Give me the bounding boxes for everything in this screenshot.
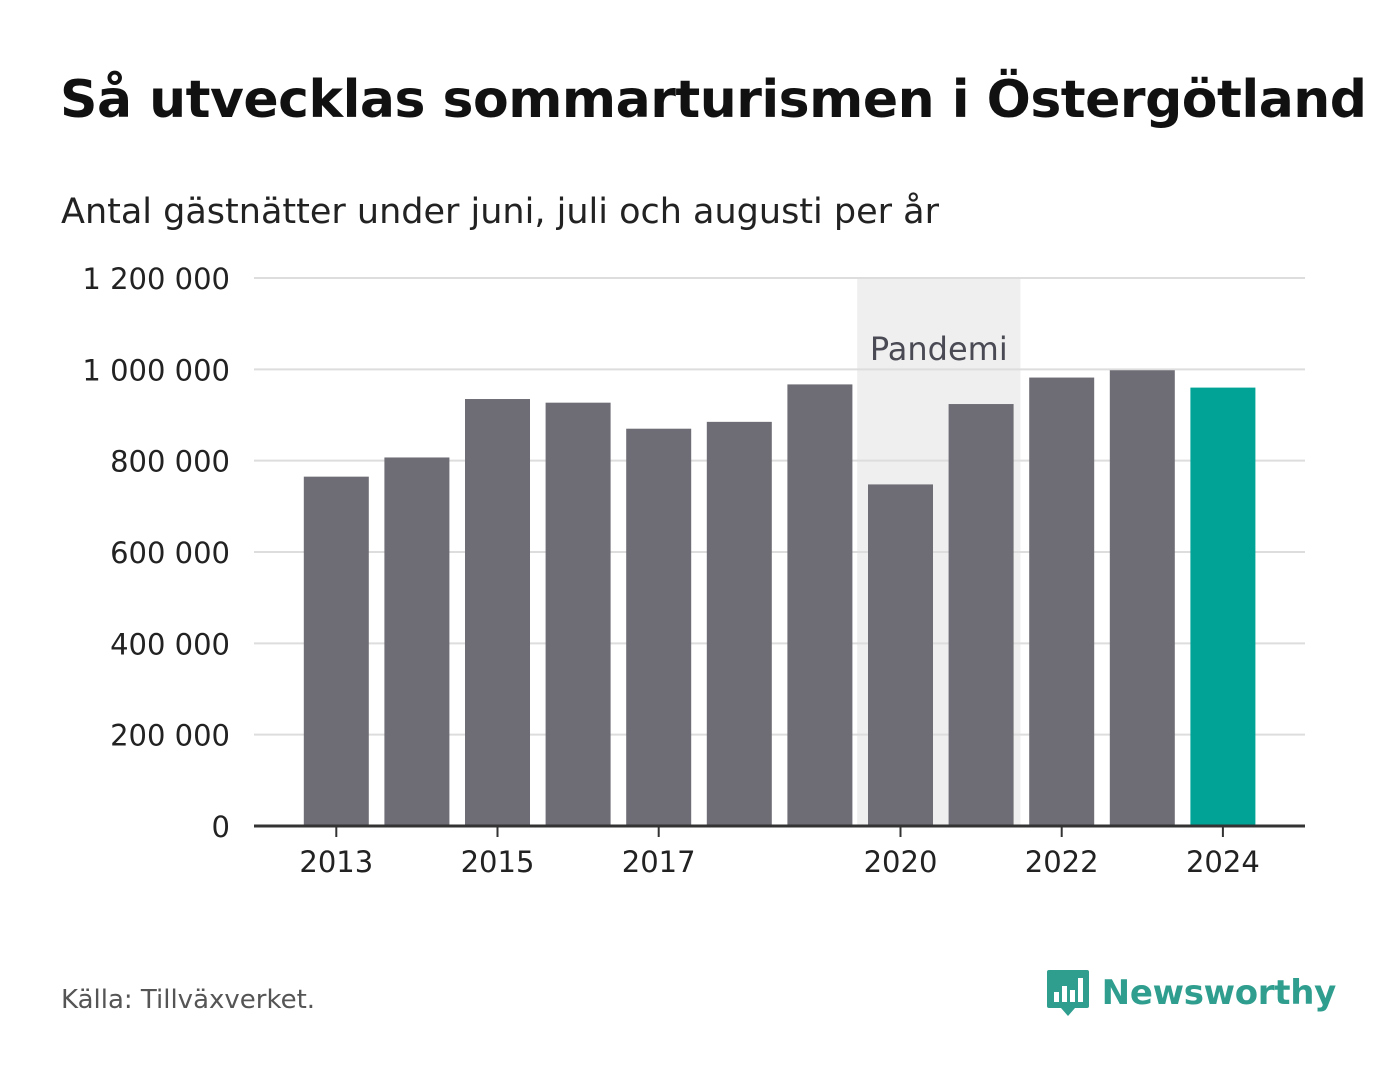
bar-2017 (626, 428, 692, 826)
x-tick-label: 2013 (299, 845, 373, 879)
bar-2016 (545, 402, 611, 826)
labels-layer: 0 200 000 400 000 600 000 800 000 1 000 000 1 … (82, 262, 1259, 879)
bar-2024 (1190, 387, 1256, 826)
bar-2019 (787, 384, 853, 826)
brand-name: Newsworthy (1101, 973, 1337, 1013)
bar-2018 (706, 421, 772, 826)
chart-title: Så utvecklas sommarturismen i Östergötla… (60, 70, 1367, 130)
x-tick-label: 2024 (1186, 845, 1260, 879)
source-note: Källa: Tillväxverket. (61, 985, 316, 1015)
y-tick-label: 600 000 (110, 536, 230, 570)
chart-subtitle: Antal gästnätter under juni, juli och au… (61, 192, 939, 232)
axis-layer (254, 824, 1305, 837)
y-tick-label: 800 000 (110, 445, 230, 479)
x-tick-label: 2020 (864, 845, 938, 879)
y-tick-label: 1 200 000 (82, 262, 230, 296)
x-tick-label: 2015 (461, 845, 535, 879)
bars-layer (303, 370, 1256, 826)
x-tick-label: 2017 (622, 845, 696, 879)
y-tick-label: 200 000 (110, 719, 230, 753)
y-tick-label: 1 000 000 (82, 353, 230, 387)
bar-2015 (465, 399, 530, 826)
bar-2021 (948, 404, 1014, 826)
annotation-label: Pandemi (870, 330, 1008, 368)
brand-logo[interactable]: Newsworthy (1046, 968, 1336, 1018)
y-tick-label: 0 (212, 810, 230, 844)
bar-2013 (303, 476, 369, 826)
newsworthy-logo-icon (1046, 970, 1089, 1016)
bar-2023 (1109, 370, 1175, 826)
bar-2014 (384, 457, 450, 826)
bar-chart: Pandemi 0 200 000 400 000 600 000 800 000 1 0… (82, 262, 1305, 879)
bar-2020 (868, 484, 933, 826)
y-tick-label: 400 000 (110, 627, 230, 661)
x-tick-label: 2022 (1025, 845, 1099, 879)
bar-2022 (1029, 377, 1095, 826)
